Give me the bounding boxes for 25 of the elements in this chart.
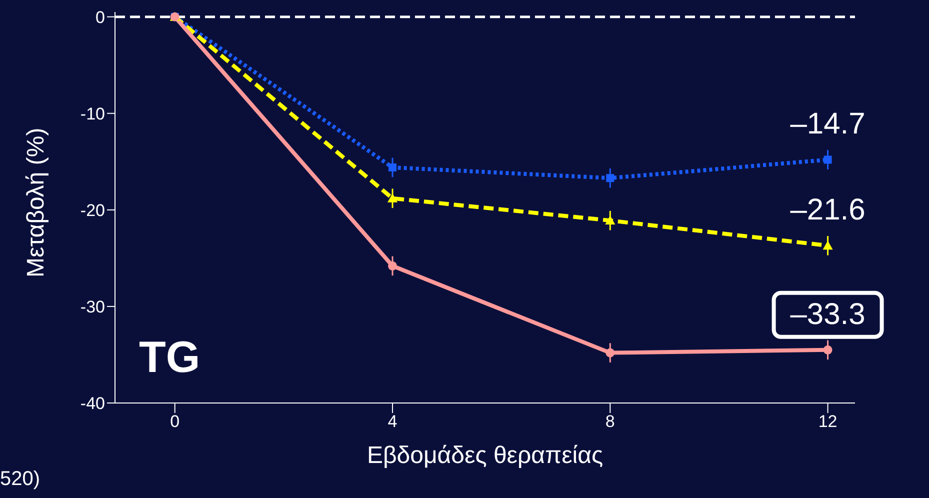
x-tick-label: 12 (818, 412, 838, 432)
point (606, 174, 614, 182)
point (824, 156, 832, 164)
point (823, 345, 832, 354)
y-axis-title: Μεταβολή (%) (22, 128, 50, 278)
x-tick-label: 0 (170, 412, 180, 432)
point (388, 163, 396, 172)
y-tick-label: -20 (80, 200, 105, 220)
x-axis-title: Εβδομάδες θεραπείας (366, 442, 604, 469)
y-tick-label: 0 (96, 8, 105, 27)
point (388, 261, 397, 270)
y-tick-label: -30 (80, 297, 105, 316)
point (388, 193, 398, 202)
text: 520) (0, 468, 40, 491)
annotation: –33.3 (790, 298, 866, 331)
annotation: –21.6 (790, 194, 866, 227)
x-tick-label: 8 (605, 412, 615, 432)
annotation: TG (139, 333, 200, 383)
y-tick-label: -40 (80, 394, 105, 414)
x-tick-label: 4 (388, 412, 398, 432)
point (606, 348, 615, 358)
point (822, 240, 833, 250)
point (605, 216, 616, 225)
annotation: –14.7 (790, 108, 866, 141)
y-tick-label: -10 (80, 104, 105, 124)
